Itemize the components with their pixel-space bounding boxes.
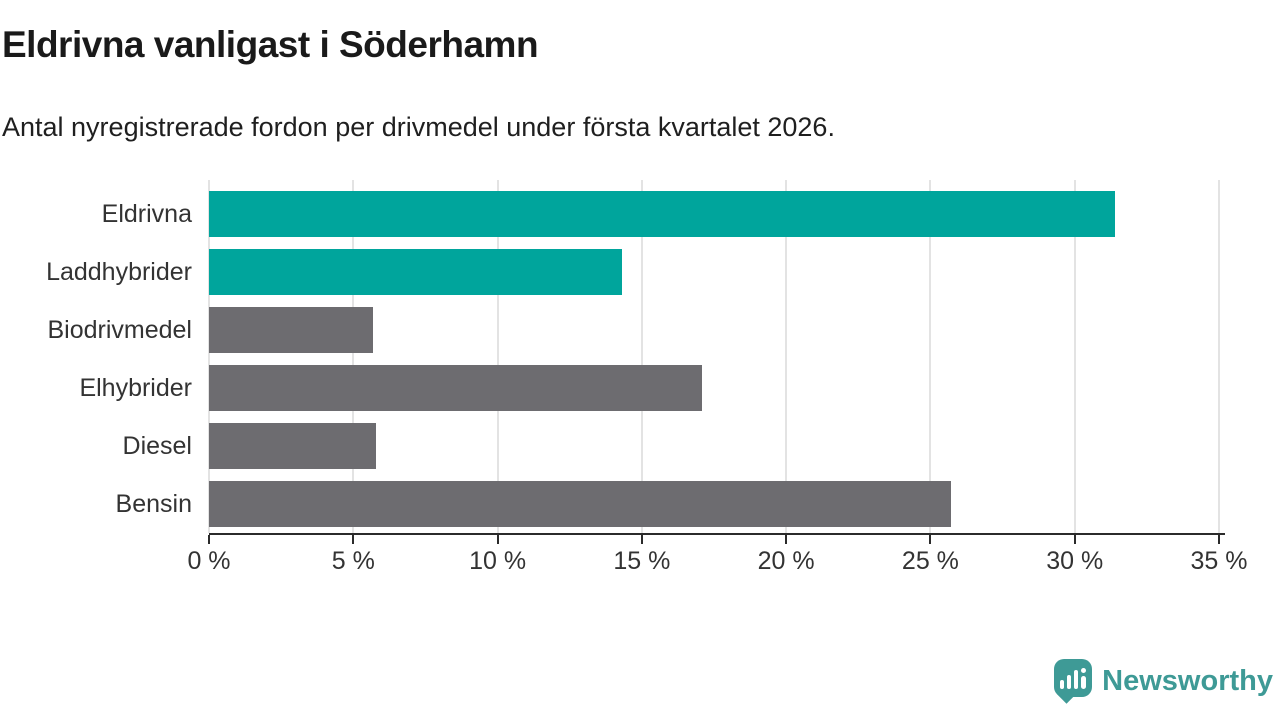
bar-diesel <box>209 423 377 469</box>
bar-biodrivmedel <box>209 307 374 353</box>
x-tick-label-10: 10 % <box>469 547 527 575</box>
y-axis-label-bensin: Bensin <box>115 490 192 518</box>
y-axis-label-diesel: Diesel <box>122 432 192 460</box>
bar-eldrivna <box>209 191 1116 237</box>
x-tick-10 <box>496 535 499 544</box>
x-tick-35 <box>1218 535 1220 544</box>
y-axis-labels: Eldrivna Laddhybrider Biodrivmedel Elhybrid… <box>0 180 192 533</box>
x-tick-label-5: 5 % <box>331 547 375 575</box>
gridline-5 <box>352 180 355 533</box>
y-axis-label-elhybrider: Elhybrider <box>79 374 192 402</box>
x-tick-15 <box>640 535 643 544</box>
y-axis-label-biodrivmedel: Biodrivmedel <box>47 316 192 344</box>
gridline-20 <box>785 180 788 533</box>
speech-bubble <box>1054 659 1093 697</box>
gridline-25 <box>929 180 932 533</box>
exclamation-dot <box>1081 668 1087 673</box>
bar-elhybrider <box>209 365 703 411</box>
mini-chart-bar-2 <box>1067 675 1072 689</box>
plot-area <box>208 180 1225 535</box>
x-tick-label-30: 30 % <box>1046 547 1104 575</box>
x-tick-0 <box>208 535 210 544</box>
gridline-30 <box>1073 180 1076 533</box>
bar-bensin <box>209 481 951 527</box>
x-tick-label-20: 20 % <box>757 547 815 575</box>
x-tick-label-35: 35 % <box>1190 547 1248 575</box>
x-tick-label-15: 15 % <box>613 547 671 575</box>
y-axis-label-laddhybrider: Laddhybrider <box>46 258 192 286</box>
x-tick-label-0: 0 % <box>187 547 231 575</box>
newsworthy-speech-bubble-icon <box>1054 659 1093 704</box>
mini-chart-bar-1 <box>1060 680 1065 689</box>
x-tick-20 <box>785 535 788 544</box>
newsworthy-logo[interactable]: Newsworthy <box>1054 659 1273 704</box>
gridline-0 <box>208 180 210 533</box>
bar-chart: Eldrivna Laddhybrider Biodrivmedel Elhybrid… <box>0 180 1280 600</box>
gridline-35 <box>1218 180 1220 533</box>
gridline-10 <box>496 180 499 533</box>
x-tick-5 <box>352 535 355 544</box>
chart-title: Eldrivna vanligast i Söderhamn <box>2 24 539 65</box>
x-tick-25 <box>929 535 932 544</box>
y-axis-label-eldrivna: Eldrivna <box>101 200 192 228</box>
newsworthy-wordmark: Newsworthy <box>1102 665 1273 697</box>
chart-subtitle: Antal nyregistrerade fordon per drivmede… <box>2 112 835 142</box>
exclamation-mark-icon <box>1081 668 1087 689</box>
gridline-15 <box>640 180 643 533</box>
x-tick-label-25: 25 % <box>901 547 959 575</box>
bar-laddhybrider <box>209 249 622 295</box>
mini-chart-bar-3 <box>1074 670 1079 689</box>
x-tick-30 <box>1073 535 1076 544</box>
exclamation-bar <box>1081 676 1087 689</box>
